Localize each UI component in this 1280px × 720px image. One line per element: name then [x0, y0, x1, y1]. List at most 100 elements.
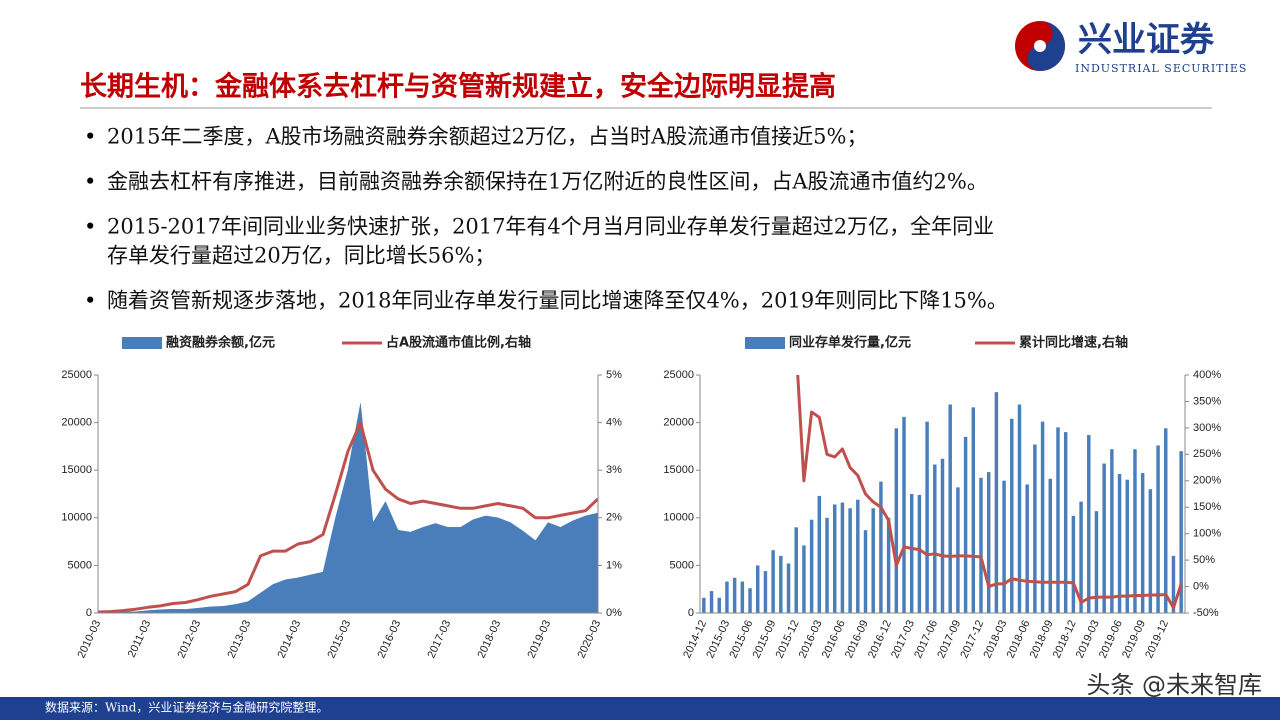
- bar: [832, 504, 837, 613]
- bar: [948, 404, 952, 613]
- bar: [809, 519, 814, 613]
- bar: [1056, 427, 1060, 613]
- bar: [740, 581, 745, 613]
- bullet-text: 随着资管新规逐步落地，2018年同业存单发行量同比增速降至仅4%，2019年则同…: [107, 289, 1008, 313]
- y-tick-label: 5000: [670, 559, 694, 571]
- bar: [1094, 511, 1099, 613]
- bar: [979, 477, 983, 613]
- bar: [771, 550, 775, 613]
- line: [98, 421, 598, 613]
- line: [796, 375, 1183, 610]
- y-tick-label: 20000: [61, 417, 92, 429]
- y-tick-label: 0: [688, 607, 694, 619]
- y-tick-label: 25000: [61, 369, 92, 381]
- bar: [702, 597, 706, 613]
- y2-tick-label: 250%: [1193, 448, 1221, 460]
- y2-tick-label: 350%: [1193, 395, 1221, 407]
- source-note: 数据来源：Wind，兴业证券经济与金融研究院整理。: [45, 700, 328, 715]
- bar: [986, 472, 991, 613]
- bullet-text: 存单发行量超过20万亿，同比增长56%；: [107, 244, 495, 268]
- y2-tick-label: 50%: [1193, 554, 1215, 566]
- bar: [794, 527, 798, 613]
- bar: [802, 545, 806, 613]
- bar: [1002, 480, 1006, 613]
- x-tick-label: 2011-03: [126, 618, 154, 659]
- legend-swatch: [745, 337, 785, 349]
- bar: [1063, 432, 1068, 613]
- logo-en: INDUSTRIAL SECURITIES: [1075, 62, 1247, 75]
- bullet-dot: •: [84, 215, 96, 239]
- y-tick-label: 0: [86, 607, 92, 619]
- y2-tick-label: 3%: [606, 464, 622, 476]
- bar: [1179, 451, 1183, 613]
- bar: [840, 502, 845, 613]
- y2-tick-label: 1%: [606, 559, 622, 571]
- bullet-dot: •: [84, 125, 96, 149]
- x-tick-label: 2020-03: [575, 618, 603, 660]
- y-tick-label: 5000: [68, 559, 92, 571]
- bar: [779, 555, 783, 613]
- bar: [748, 588, 752, 613]
- y-tick-label: 25000: [663, 369, 694, 381]
- legend-label: 占A股流通市值比例,右轴: [386, 335, 531, 351]
- bar: [971, 407, 976, 613]
- bar: [786, 563, 791, 613]
- bar: [732, 577, 737, 613]
- bar: [725, 581, 729, 613]
- plot: [98, 403, 598, 613]
- x-tick-label: 2013-03: [225, 618, 253, 660]
- bar: [1033, 444, 1037, 613]
- x-tick-label: 2017-03: [425, 618, 453, 660]
- y2-tick-label: 300%: [1193, 422, 1221, 434]
- bar: [1171, 555, 1176, 613]
- slide-title: 长期生机：金融体系去杠杆与资管新规建立，安全边际明显提高: [80, 71, 836, 103]
- bullet-dot: •: [84, 170, 96, 194]
- watermark: 头条 @未来智库: [1086, 671, 1262, 699]
- bar: [863, 530, 868, 613]
- logo-cn: 兴业证券: [1078, 20, 1215, 60]
- bar: [825, 517, 829, 613]
- y2-tick-label: -50%: [1193, 607, 1219, 619]
- bar: [1133, 449, 1137, 613]
- y2-tick-label: 0%: [606, 607, 622, 619]
- bar: [879, 481, 883, 613]
- y-tick-label: 15000: [663, 464, 694, 476]
- bar: [909, 494, 914, 613]
- bar: [1017, 404, 1022, 613]
- legend-label: 同业存单发行量,亿元: [789, 335, 911, 351]
- bar: [894, 428, 899, 613]
- bar: [940, 458, 945, 613]
- bar: [1102, 463, 1106, 613]
- bar: [1048, 478, 1053, 613]
- y2-tick-label: 0%: [1193, 580, 1209, 592]
- area: [98, 403, 598, 613]
- bar: [925, 421, 929, 613]
- bar: [717, 597, 721, 613]
- bar: [709, 591, 714, 613]
- footer-bar: [0, 697, 1280, 720]
- y2-tick-label: 100%: [1193, 528, 1221, 540]
- bar: [1117, 474, 1122, 613]
- bar: [817, 495, 822, 613]
- x-tick-label: 2018-03: [475, 618, 503, 660]
- bar: [763, 571, 768, 613]
- bar: [1110, 449, 1114, 613]
- y-tick-label: 20000: [663, 417, 694, 429]
- bullet-text: 2015-2017年间同业业务快速扩张，2017年有4个月当月同业存单发行量超过…: [107, 215, 994, 239]
- bar: [1125, 479, 1129, 613]
- y-tick-label: 10000: [663, 512, 694, 524]
- legend-label: 融资融券余额,亿元: [166, 335, 275, 351]
- bar: [963, 436, 968, 613]
- y2-tick-label: 2%: [606, 512, 622, 524]
- y2-tick-label: 400%: [1193, 369, 1221, 381]
- bar: [886, 517, 891, 613]
- x-tick-label: 2015-03: [325, 618, 353, 660]
- logo: [1015, 21, 1065, 71]
- x-tick-label: 2019-03: [525, 618, 553, 660]
- x-tick-label: 2012-03: [175, 618, 203, 660]
- bar: [856, 499, 860, 613]
- legend-label: 累计同比增速,右轴: [1019, 335, 1128, 351]
- bullet-text: 2015年二季度，A股市场融资融券余额超过2万亿，占当时A股流通市值接近5%；: [107, 125, 867, 149]
